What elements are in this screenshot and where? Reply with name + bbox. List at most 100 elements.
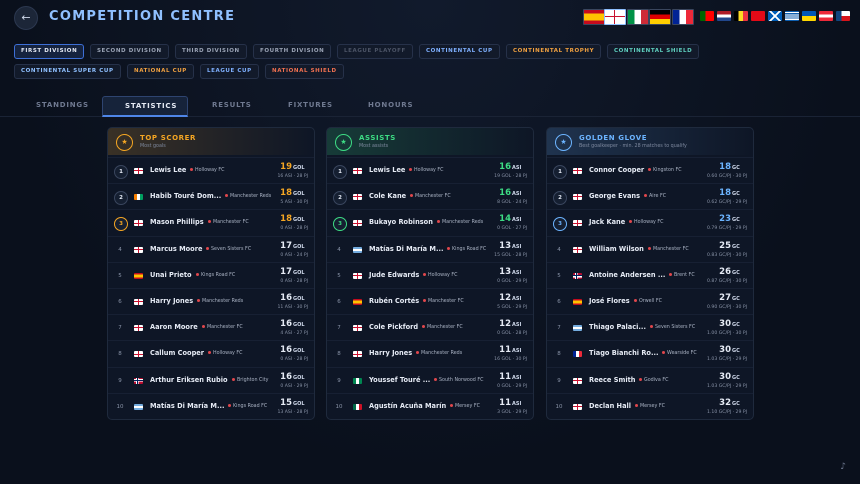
player-row[interactable]: 2 George Evans Aire FC 18 GC 0.62 GC/PJ · 29 …: [547, 183, 753, 210]
back-button[interactable]: ←: [14, 6, 38, 30]
stat-detail: 8 GOL · 24 PJ: [497, 200, 527, 206]
flag-button[interactable]: [734, 11, 748, 21]
division-tab[interactable]: THIRD DIVISION: [175, 44, 247, 59]
player-row[interactable]: 9 Youssef Touré ... South Norwood FC 11 ASI 0…: [327, 366, 533, 394]
stat-value: 11: [499, 371, 511, 382]
player-row[interactable]: 7 Aaron Moore Manchester FC 16 GOL 4 ASI · 27…: [108, 314, 314, 341]
stat-value: 11: [499, 397, 511, 408]
flag-button[interactable]: [717, 11, 731, 21]
stat-unit: GC: [732, 191, 740, 198]
stat-value: 17: [280, 240, 292, 251]
player-row[interactable]: 8 Callum Cooper Holloway FC 16 GOL 0 ASI · 28…: [108, 340, 314, 367]
club-name: South Norwood FC: [434, 378, 483, 383]
player-row[interactable]: 5 Unai Prieto Kings Road FC 17 GOL 0 ASI · 28…: [108, 261, 314, 289]
flag-button[interactable]: [583, 9, 605, 25]
player-row[interactable]: 10 Declan Hall Mersey FC 32 GC 1.10 GC/PJ · 2…: [547, 392, 753, 419]
club-name: Kings Road FC: [447, 247, 486, 252]
flag-button[interactable]: [785, 11, 799, 21]
player-row[interactable]: 4 Marcus Moore Seven Sisters FC 17 GOL 0 ASI …: [108, 235, 314, 263]
player-row[interactable]: 2 Habib Touré Dom... Manchester Reds 18 GOL 5…: [108, 183, 314, 210]
player-row[interactable]: 1 Lewis Lee Holloway FC 19 GOL 16 ASI · 28 PJ: [108, 157, 314, 184]
player-row[interactable]: 1 Lewis Lee Holloway FC 16 ASI 19 GOL · 28 PJ: [327, 157, 533, 184]
flag-button[interactable]: [604, 9, 626, 25]
player-row[interactable]: 7 Thiago Palaci... Seven Sisters FC 30 GC 1.0…: [547, 314, 753, 341]
nav-tab[interactable]: FIXTURES: [288, 101, 333, 109]
player-name: George Evans: [589, 192, 641, 201]
division-tab[interactable]: NATIONAL CUP: [127, 64, 194, 79]
player-name: William Wilson: [589, 244, 644, 253]
stat-detail: 0 ASI · 28 PJ: [280, 357, 308, 363]
player-row[interactable]: 4 William Wilson Manchester FC 25 GC 0.83 GC/…: [547, 235, 753, 263]
stat-value: 16: [280, 345, 292, 356]
stat-detail: 5 GOL · 29 PJ: [497, 305, 527, 310]
player-row[interactable]: 8 Harry Jones Manchester Reds 11 ASI 16 GOL ·…: [327, 340, 533, 367]
flag-button[interactable]: [802, 11, 816, 21]
club-name: Brent FC: [669, 273, 695, 278]
player-row[interactable]: 5 Antoine Andersen ... Brent FC 26 GC 0.87 GC…: [547, 261, 753, 289]
flag-button[interactable]: [627, 9, 649, 25]
player-name: Harry Jones: [369, 349, 413, 358]
player-row[interactable]: 4 Matías Di María M... Kings Road FC 13 ASI 1…: [327, 235, 533, 263]
stat-value: 26: [719, 266, 731, 277]
flag-button[interactable]: [672, 9, 694, 25]
player-row[interactable]: 10 Agustín Acuña Marín Mersey FC 11 ASI 3 GOL…: [327, 392, 533, 419]
nav-tab[interactable]: RESULTS: [212, 101, 252, 109]
nav-tab[interactable]: STATISTICS: [102, 96, 189, 117]
club-name: Manchester FC: [208, 220, 249, 225]
stat-value: 19: [280, 162, 292, 172]
flag-button[interactable]: [649, 9, 671, 25]
player-row[interactable]: 7 Cole Pickford Manchester FC 12 ASI 0 GOL · …: [327, 314, 533, 341]
player-row[interactable]: 6 José Flores Orwell FC 27 GC 0.90 GC/PJ · 30…: [547, 288, 753, 315]
player-row[interactable]: 6 Rubén Cortés Manchester FC 12 ASI 5 GOL · 2…: [327, 288, 533, 315]
flag-button[interactable]: [819, 11, 833, 21]
division-tab[interactable]: CONTINENTAL CUP: [419, 44, 500, 59]
stat-detail: 13 ASI · 28 PJ: [277, 409, 308, 415]
flag: [353, 325, 362, 332]
division-tab[interactable]: CONTINENTAL SHIELD: [607, 44, 700, 59]
division-tab[interactable]: FIRST DIVISION: [14, 44, 85, 59]
stat-value: 16: [280, 293, 292, 303]
flag: [353, 299, 362, 305]
flag: [353, 246, 362, 253]
rank: 5: [557, 272, 561, 279]
player-row[interactable]: 3 Jack Kane Holloway FC 23 GC 0.79 GC/PJ · 29…: [547, 209, 753, 236]
division-tab[interactable]: NATIONAL SHIELD: [265, 64, 344, 79]
player-row[interactable]: 8 Tiago Bianchi Ro... Wearside FC 30 GC 1.03 …: [547, 340, 753, 367]
club-name: Seven Sisters FC: [206, 247, 251, 252]
stat-value: 32: [719, 397, 731, 408]
stat-detail: 0 GOL · 27 PJ: [497, 226, 527, 232]
nav-tab[interactable]: STANDINGS: [36, 101, 89, 109]
rank: 10: [555, 403, 563, 410]
division-tab[interactable]: SECOND DIVISION: [90, 44, 169, 59]
flag-button[interactable]: [751, 11, 765, 21]
player-row[interactable]: 10 Matías Di María M... Kings Road FC 15 GOL…: [108, 392, 314, 419]
stat-value: 18: [280, 188, 292, 199]
division-tab[interactable]: CONTINENTAL TROPHY: [506, 44, 602, 59]
player-row[interactable]: 3 Mason Phillips Manchester FC 18 GOL 0 ASI ·…: [108, 209, 314, 236]
player-row[interactable]: 6 Harry Jones Manchester Reds 16 GOL 11 ASI ·…: [108, 288, 314, 315]
player-row[interactable]: 9 Arthur Eriksen Rubio Brighton City 16 GOL 0…: [108, 366, 314, 394]
flag-button[interactable]: [836, 11, 850, 21]
flag-button[interactable]: [700, 11, 714, 21]
nav-tab[interactable]: HONOURS: [368, 101, 414, 109]
stat-unit: GC: [732, 400, 740, 407]
flag: [573, 299, 582, 305]
club-name: Mersey FC: [450, 404, 480, 409]
stat-detail: 3 GOL · 29 PJ: [497, 409, 527, 415]
flag-button[interactable]: [768, 11, 782, 21]
player-row[interactable]: 3 Bukayo Robinson Manchester Reds 14 ASI 0 GO…: [327, 209, 533, 236]
player-row[interactable]: 1 Connor Cooper Kingston FC 18 GC 0.60 GC/PJ …: [547, 157, 753, 184]
division-tab[interactable]: CONTINENTAL SUPER CUP: [14, 64, 121, 79]
player-name: Antoine Andersen ...: [589, 270, 666, 279]
player-name: Harry Jones: [150, 297, 194, 305]
club-name: Holloway FC: [629, 220, 663, 225]
player-row[interactable]: 9 Reece Smith Godiva FC 30 GC 1.03 GC/PJ · 29…: [547, 366, 753, 394]
stat-unit: ASI: [512, 269, 522, 276]
division-tab[interactable]: LEAGUE PLAYOFF: [337, 44, 413, 59]
music-button[interactable]: ♪: [840, 462, 846, 472]
stat-value: 30: [719, 319, 731, 330]
player-row[interactable]: 2 Cole Kane Manchester FC 16 ASI 8 GOL · 24 P…: [327, 183, 533, 210]
division-tab[interactable]: LEAGUE CUP: [200, 64, 259, 79]
player-row[interactable]: 5 Jude Edwards Holloway FC 13 ASI 0 GOL · 29 …: [327, 261, 533, 289]
division-tab[interactable]: FOURTH DIVISION: [253, 44, 332, 59]
